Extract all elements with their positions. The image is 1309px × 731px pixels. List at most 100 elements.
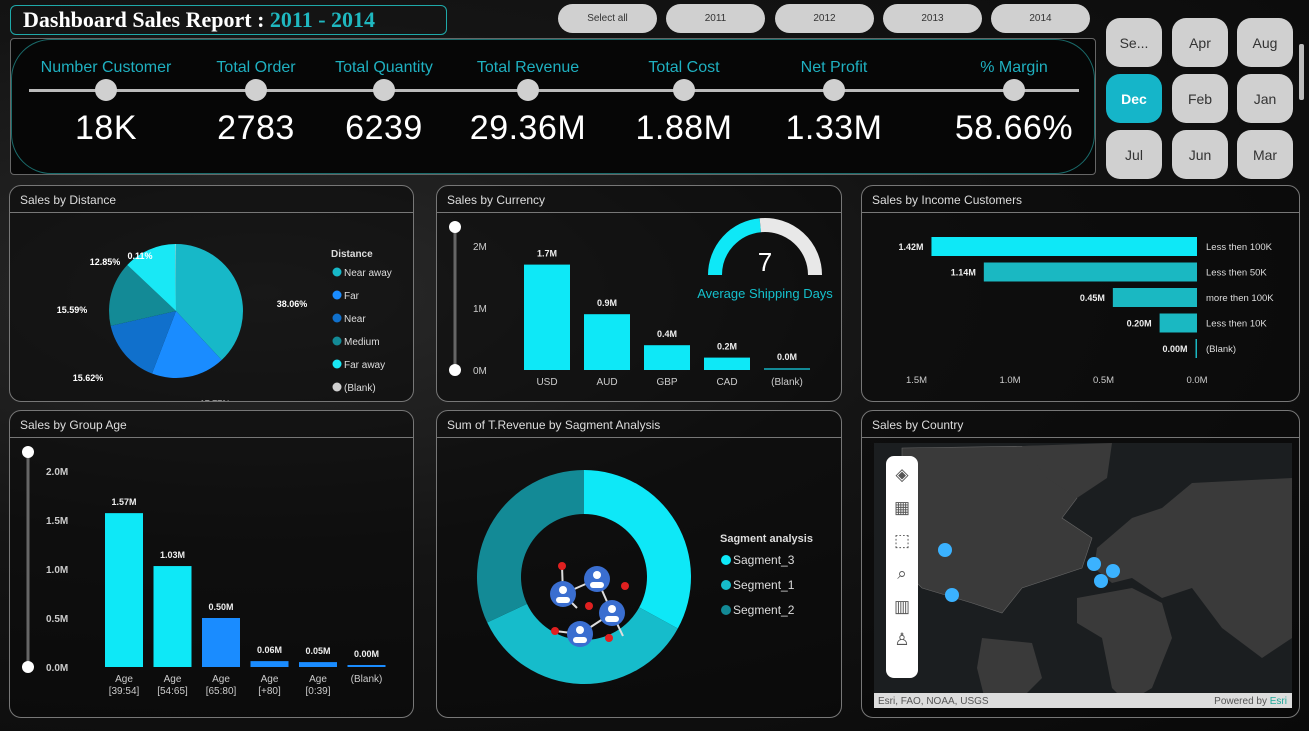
person-icon[interactable]: ♙ <box>894 630 909 649</box>
y-tick-label: 2M <box>473 242 487 253</box>
qr-icon[interactable]: ▦ <box>894 498 910 517</box>
bar-data-label: 0.20M <box>1127 319 1152 329</box>
layers-icon[interactable]: ◈ <box>895 465 909 484</box>
map-bubble[interactable] <box>1094 574 1108 588</box>
y-tick-label: 0.5M <box>46 614 68 625</box>
map-bubble[interactable] <box>1106 564 1120 578</box>
gauge-track <box>759 218 822 276</box>
bar[interactable] <box>704 357 750 370</box>
legend-item[interactable]: Near away <box>344 268 392 279</box>
kpi-marker <box>673 79 695 101</box>
legend-marker <box>721 580 731 590</box>
bar[interactable] <box>1159 313 1197 333</box>
range-slider-handle[interactable] <box>22 661 34 673</box>
kpi-card: Total Order 2783 <box>176 59 336 148</box>
bar[interactable] <box>250 661 289 667</box>
bar[interactable] <box>1112 288 1197 307</box>
bar-data-label: 0.50M <box>208 602 233 612</box>
legend-item[interactable]: Medium <box>344 337 380 348</box>
year-button[interactable]: Select all <box>558 4 657 33</box>
month-button[interactable]: Dec <box>1106 74 1162 123</box>
panel-sales-by-country: Sales by Country Esri, FAO, NOAA, USGS P… <box>861 410 1300 718</box>
pie-slice[interactable] <box>152 311 222 378</box>
map[interactable]: Esri, FAO, NOAA, USGS Powered by Esri ◈ ▦… <box>862 438 1300 718</box>
range-slider-handle[interactable] <box>22 446 34 458</box>
legend-item[interactable]: Far away <box>344 360 385 371</box>
scrollbar[interactable] <box>1299 44 1304 100</box>
month-button[interactable]: Aug <box>1237 18 1293 67</box>
month-button[interactable]: Jul <box>1106 130 1162 179</box>
powered-text: Powered by <box>1214 696 1270 707</box>
map-bubble[interactable] <box>945 588 959 602</box>
kpi-marker <box>1003 79 1025 101</box>
kpi-line <box>29 89 1079 92</box>
year-button[interactable]: 2014 <box>991 4 1090 33</box>
pie-slice[interactable] <box>127 244 176 311</box>
select-rect-icon[interactable]: ⬚ <box>894 531 910 550</box>
bar[interactable] <box>347 665 386 667</box>
pie-chart: 38.06% Near away 17.77% Far 15.62% Near 15.59%… <box>57 244 392 401</box>
legend-item[interactable]: Segment_2 <box>733 603 795 617</box>
x-tick-label: GBP <box>656 377 677 388</box>
legend-item[interactable]: (Blank) <box>344 383 376 394</box>
bar[interactable] <box>983 262 1197 282</box>
legend-item[interactable]: Segment_1 <box>733 578 795 592</box>
powered-by[interactable]: Powered by Esri <box>1214 696 1287 707</box>
kpi-label: % Margin <box>980 59 1048 76</box>
kpi-label: Net Profit <box>800 59 868 76</box>
donut-slice[interactable] <box>477 470 584 623</box>
legend-title: Sagment analysis <box>720 533 813 545</box>
x-tick-label: [39:54] <box>109 686 140 697</box>
bar[interactable] <box>644 345 690 370</box>
bar[interactable] <box>1195 339 1198 358</box>
x-tick-label: (Blank) <box>351 674 383 685</box>
y-category-label: more then 100K <box>1206 293 1274 304</box>
month-button[interactable]: Mar <box>1237 130 1293 179</box>
bar[interactable] <box>153 566 192 667</box>
legend-item[interactable]: Sagment_3 <box>733 553 795 567</box>
x-tick-label: USD <box>536 377 557 388</box>
month-button[interactable]: Jan <box>1237 74 1293 123</box>
month-button[interactable]: Se... <box>1106 18 1162 67</box>
kpi-card: Total Cost 1.88M <box>604 59 764 148</box>
year-button[interactable]: 2011 <box>666 4 765 33</box>
x-tick-label: (Blank) <box>771 377 803 388</box>
bar[interactable] <box>931 237 1197 256</box>
map-bubble[interactable] <box>938 543 952 557</box>
pie-slice[interactable] <box>110 311 176 374</box>
panel-title: Sales by Currency <box>437 186 841 213</box>
month-button[interactable]: Jun <box>1172 130 1228 179</box>
donut-slice[interactable] <box>584 470 691 629</box>
chart-icon[interactable]: ▥ <box>894 597 910 616</box>
bar-data-label: 1.42M <box>898 242 923 252</box>
pie-data-label: 0.11% <box>127 251 152 261</box>
bar[interactable] <box>524 264 570 370</box>
bar-data-label: 1.14M <box>951 268 976 278</box>
legend-marker <box>332 290 342 300</box>
bar[interactable] <box>764 368 810 370</box>
x-tick-label: 0.5M <box>1093 375 1114 386</box>
legend-marker <box>332 359 342 369</box>
range-slider-handle[interactable] <box>449 221 461 233</box>
legend-title: Distance <box>331 249 373 260</box>
bar[interactable] <box>202 618 240 667</box>
network-icon <box>550 562 629 647</box>
legend-item[interactable]: Far <box>344 291 360 302</box>
year-button[interactable]: 2012 <box>775 4 874 33</box>
bar[interactable] <box>299 662 337 667</box>
x-tick-label: CAD <box>716 377 737 388</box>
bar[interactable] <box>584 314 630 370</box>
search-icon[interactable]: ⌕ <box>897 564 907 583</box>
pie-slice[interactable] <box>108 265 176 326</box>
year-button[interactable]: 2013 <box>883 4 982 33</box>
month-button[interactable]: Apr <box>1172 18 1228 67</box>
range-slider-handle[interactable] <box>449 364 461 376</box>
month-button[interactable]: Feb <box>1172 74 1228 123</box>
panel-title: Sales by Income Customers <box>862 186 1299 213</box>
x-tick-label: 1.5M <box>906 375 927 386</box>
map-bubble[interactable] <box>1087 557 1101 571</box>
pie-slice[interactable] <box>176 244 243 361</box>
esri-link[interactable]: Esri <box>1270 696 1287 707</box>
legend-item[interactable]: Near <box>344 314 366 325</box>
bar[interactable] <box>105 513 143 667</box>
